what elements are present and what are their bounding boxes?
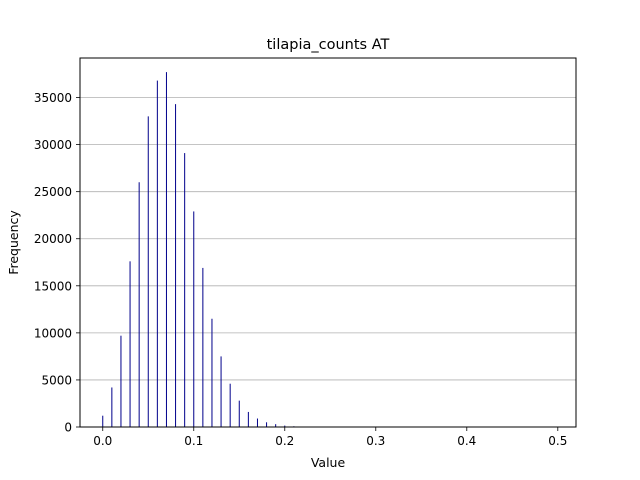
y-axis-ticks: 0 5000 10000 15000 20000 25000 30000 35000 — [34, 91, 80, 435]
x-tick-label: 0.4 — [457, 434, 476, 448]
histogram-bar — [102, 415, 104, 427]
histogram-bar — [266, 422, 268, 427]
histogram-bar — [247, 411, 249, 427]
y-tick-label: 15000 — [34, 279, 72, 293]
y-tick-label: 25000 — [34, 185, 72, 199]
histogram-bar — [202, 267, 204, 427]
histogram-bar — [175, 104, 177, 427]
histogram-bar — [256, 418, 258, 427]
y-tick-label: 35000 — [34, 91, 72, 105]
histogram-bar — [193, 211, 195, 427]
histogram-bar — [220, 356, 222, 427]
y-tick-label: 20000 — [34, 232, 72, 246]
y-tick-label: 5000 — [41, 373, 72, 387]
histogram-bar — [184, 153, 186, 427]
y-tick-label: 10000 — [34, 326, 72, 340]
x-tick-label: 0.5 — [548, 434, 567, 448]
chart-title: tilapia_counts AT — [267, 37, 390, 53]
x-tick-label: 0.1 — [184, 434, 203, 448]
histogram-bar — [138, 182, 140, 427]
x-tick-label: 0.2 — [275, 434, 294, 448]
x-tick-label: 0.3 — [366, 434, 385, 448]
histogram-bar — [238, 400, 240, 427]
y-axis-label: Frequency — [6, 210, 21, 275]
y-gridlines — [80, 97, 576, 381]
x-axis-label: Value — [311, 455, 346, 470]
histogram-bar — [229, 383, 231, 427]
histogram-bar — [120, 335, 122, 427]
y-tick-label: 30000 — [34, 138, 72, 152]
histogram-bar — [275, 424, 277, 427]
histogram-bar — [156, 80, 158, 428]
histogram-bar — [211, 318, 213, 427]
histogram-bar — [147, 116, 149, 427]
histogram-bars — [102, 72, 304, 428]
histogram-bar — [111, 387, 113, 427]
x-tick-label: 0.0 — [93, 434, 112, 448]
x-axis-ticks: 0.0 0.1 0.2 0.3 0.4 0.5 — [93, 427, 567, 448]
histogram-bar — [165, 72, 167, 427]
plot-frame — [79, 57, 577, 428]
histogram-bar — [284, 425, 286, 427]
histogram-bar — [129, 261, 131, 427]
y-tick-label: 0 — [64, 421, 72, 435]
